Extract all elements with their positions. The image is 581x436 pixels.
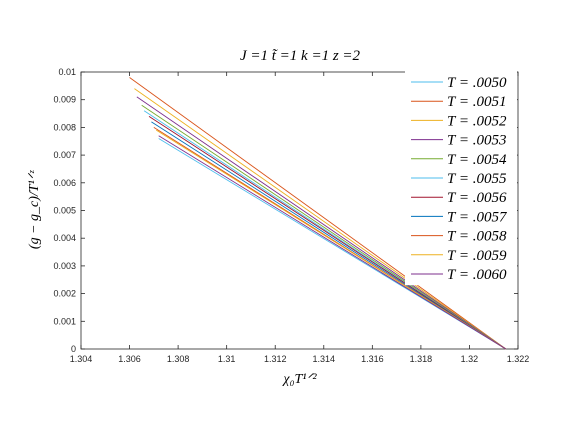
series-line-6 xyxy=(148,115,507,350)
legend-label-0: T = .0050 xyxy=(447,75,507,91)
series-line-1 xyxy=(129,77,507,350)
x-tick-label: 1.31 xyxy=(218,354,236,364)
legend-label-9: T = .0059 xyxy=(447,248,507,264)
y-tick-label: 0.009 xyxy=(53,95,76,105)
legend-label-10: T = .0060 xyxy=(447,267,507,283)
y-tick-label: 0.002 xyxy=(53,289,76,299)
x-axis-label: χ₀T¹ᐟ² xyxy=(281,372,317,387)
x-tick-label: 1.304 xyxy=(70,354,93,364)
y-tick-label: 0.008 xyxy=(53,122,76,132)
legend-label-6: T = .0056 xyxy=(447,190,507,206)
legend-label-7: T = .0057 xyxy=(447,209,508,225)
series-line-3 xyxy=(136,96,507,350)
y-axis-label: (g − g_c)/T¹ᐟᶻ xyxy=(27,169,42,249)
series-line-10 xyxy=(158,135,507,350)
x-tick-label: 1.322 xyxy=(507,354,530,364)
series-line-7 xyxy=(151,121,507,350)
y-tick-label: 0.007 xyxy=(53,150,76,160)
y-tick-label: 0.006 xyxy=(53,178,76,188)
y-tick-label: 0 xyxy=(71,344,76,354)
x-tick-label: 1.308 xyxy=(167,354,190,364)
x-tick-label: 1.314 xyxy=(313,354,336,364)
y-tick-label: 0.004 xyxy=(53,233,76,243)
legend-label-2: T = .0052 xyxy=(447,113,507,129)
x-tick-label: 1.316 xyxy=(361,354,384,364)
legend-label-8: T = .0058 xyxy=(447,229,507,245)
x-tick-label: 1.32 xyxy=(461,354,479,364)
series-line-4 xyxy=(141,104,507,350)
legend-label-5: T = .0055 xyxy=(447,171,507,187)
legend-label-1: T = .0051 xyxy=(447,94,506,110)
legend-label-3: T = .0053 xyxy=(447,133,506,149)
y-tick-label: 0.003 xyxy=(53,261,76,271)
y-tick-label: 0.005 xyxy=(53,206,76,216)
chart-title: J =1 t̃ =1 k =1 z =2 xyxy=(240,48,361,64)
x-tick-label: 1.318 xyxy=(410,354,433,364)
x-tick-label: 1.306 xyxy=(118,354,141,364)
y-tick-label: 0.01 xyxy=(58,67,76,77)
y-tick-label: 0.001 xyxy=(53,316,76,326)
series-line-9 xyxy=(156,129,507,350)
series-line-2 xyxy=(134,88,507,350)
x-tick-label: 1.312 xyxy=(264,354,287,364)
legend-label-4: T = .0054 xyxy=(447,152,507,168)
